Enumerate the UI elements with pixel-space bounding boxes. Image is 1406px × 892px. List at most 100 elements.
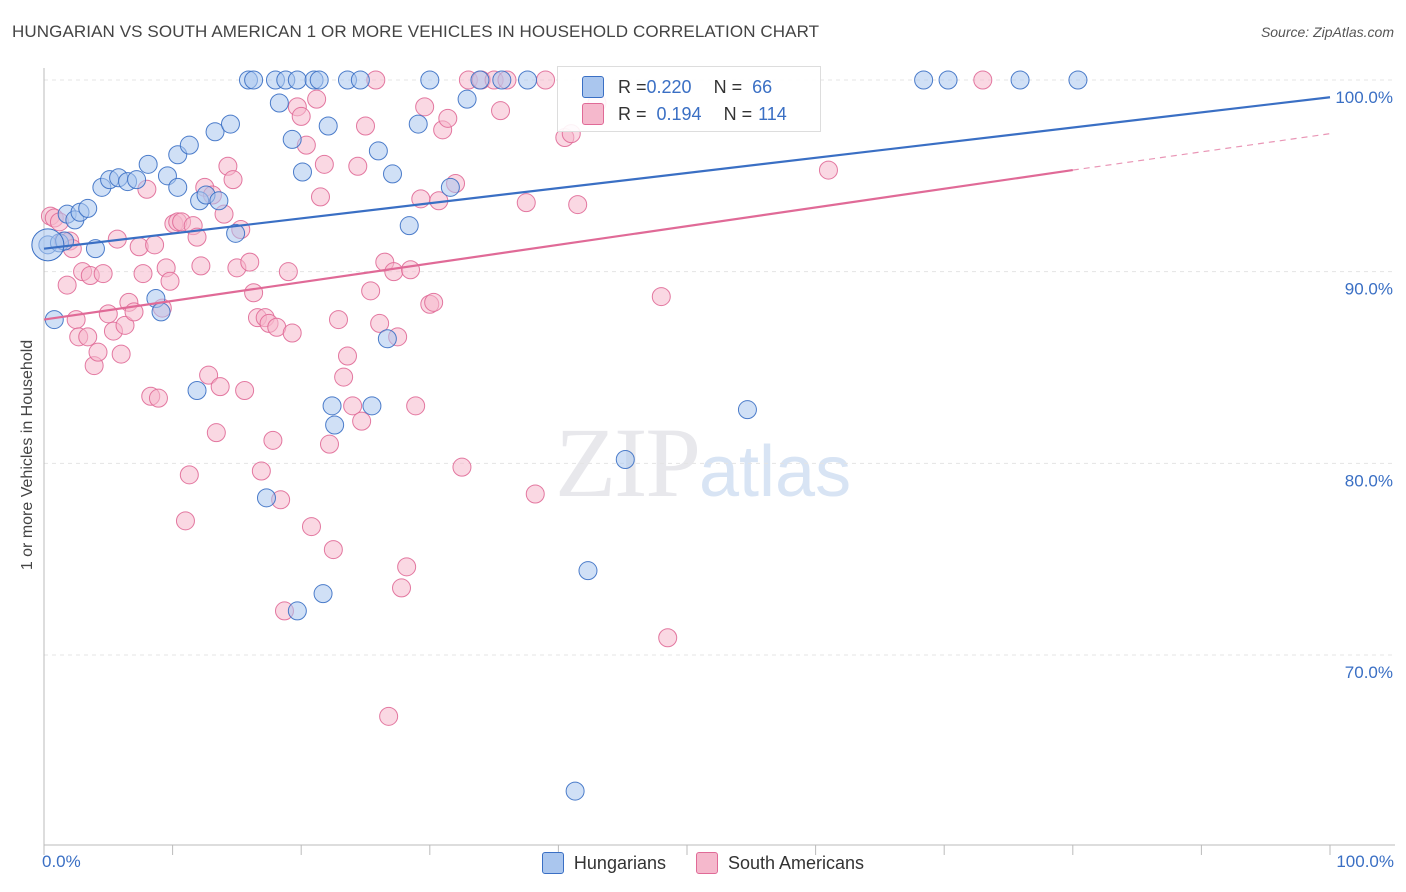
hungarians-point [350, 70, 370, 90]
south-americans-point [282, 323, 302, 343]
south-americans-point [516, 193, 536, 213]
legend-n-label: N = [723, 103, 753, 124]
hungarians-point [313, 584, 333, 604]
south-americans-point [111, 344, 131, 364]
south-americans-point [406, 396, 426, 416]
hungarians-point [615, 450, 635, 469]
south-americans-point [187, 227, 207, 247]
hungarians-point [256, 488, 276, 508]
chart-title: HUNGARIAN VS SOUTH AMERICAN 1 OR MORE VE… [12, 22, 820, 41]
south-americans-point [57, 275, 77, 295]
south-americans-point [240, 252, 260, 272]
south-americans-point [301, 517, 321, 537]
legend-item-south-americans[interactable]: South Americans [695, 852, 865, 874]
south-americans-point [179, 465, 199, 485]
south-americans-point [78, 327, 98, 347]
hungarians-point [492, 70, 512, 90]
south-americans-point [206, 423, 226, 443]
hungarians-point [78, 198, 98, 218]
south-americans-point [818, 160, 838, 180]
south-americans-point [415, 97, 435, 117]
hungarians-point [1068, 70, 1088, 90]
legend-r-label: R = [618, 76, 647, 97]
south-americans-point [525, 484, 545, 504]
chart-source: Source: ZipAtlas.com [1260, 24, 1394, 40]
hungarians-point [282, 129, 302, 149]
south-americans-point [88, 342, 108, 362]
south-americans-point [323, 540, 343, 560]
south-americans-point [328, 310, 348, 330]
south-americans-point [319, 434, 339, 454]
south-americans-point [314, 154, 334, 174]
legend-swatch-pink [582, 103, 604, 125]
south-americans-point [438, 108, 458, 128]
south-americans-point [337, 346, 357, 366]
south-americans-point [278, 262, 298, 282]
hungarians-point [127, 170, 147, 190]
axes [43, 68, 1395, 855]
hungarians-point [1010, 70, 1030, 90]
south-americans-point [334, 367, 354, 387]
hungarians-point [408, 114, 428, 134]
legend-label-south-americans: South Americans [727, 852, 865, 873]
south-americans-point [370, 313, 390, 333]
hungarians-point [138, 154, 158, 174]
south-americans-point [356, 116, 375, 136]
south-americans-point [307, 89, 327, 109]
south-americans-point [263, 430, 283, 450]
south-americans-point [145, 235, 165, 255]
south-americans-point [348, 156, 368, 176]
hungarians-point [399, 216, 419, 236]
hungarians-points [31, 70, 1088, 801]
hungarians-point [325, 415, 345, 435]
legend-item-hungarians[interactable]: Hungarians [541, 852, 666, 874]
hungarians-point [565, 781, 585, 801]
south-americans-point [343, 396, 363, 416]
legend-r-value: 0.220 [646, 76, 692, 97]
hungarians-point [377, 329, 397, 349]
south-americans-point [175, 511, 195, 531]
south-americans-point [973, 70, 993, 90]
south-americans-point [291, 106, 311, 126]
legend-swatch-blue [582, 76, 604, 98]
south-americans-point [361, 281, 381, 301]
south-americans-point [98, 304, 118, 324]
legend-r-label: R = [618, 103, 647, 124]
hungarians-point [518, 70, 538, 90]
south-americans-point [148, 388, 168, 408]
grid-lines [44, 79, 1395, 656]
hungarians-point [440, 177, 460, 197]
south-americans-point [223, 170, 243, 190]
hungarians-point [309, 70, 329, 90]
legend-swatch-pink [695, 852, 718, 874]
south-americans-point [115, 315, 135, 335]
south-americans-point [658, 628, 678, 648]
y-tick-label: 100.0% [1335, 88, 1393, 107]
south-americans-point [392, 578, 412, 598]
south-americans-point [452, 457, 472, 477]
y-tick-label: 70.0% [1345, 663, 1393, 682]
south-americans-point [310, 187, 330, 207]
hungarians-point [209, 191, 229, 211]
hungarians-trend-line [43, 96, 1331, 250]
hungarians-point [914, 70, 934, 90]
south-americans-point [210, 377, 230, 397]
south-americans-point [352, 411, 372, 431]
south-americans-point [491, 101, 511, 121]
hungarians-point [151, 302, 171, 322]
hungarians-point [179, 135, 199, 155]
south-americans-trend-line [43, 168, 1073, 321]
hungarians-point [322, 396, 342, 416]
hungarians-point [187, 381, 207, 400]
hungarians-point [244, 70, 264, 90]
south-americans-point [93, 264, 113, 284]
y-tick-label: 90.0% [1345, 280, 1393, 299]
hungarians-point [269, 93, 289, 113]
hungarians-point [457, 89, 477, 109]
south-americans-point [191, 256, 211, 276]
south-americans-point [235, 381, 255, 400]
south-americans-points [40, 70, 993, 726]
south-americans-point [397, 557, 417, 577]
hungarians-point [287, 70, 307, 90]
